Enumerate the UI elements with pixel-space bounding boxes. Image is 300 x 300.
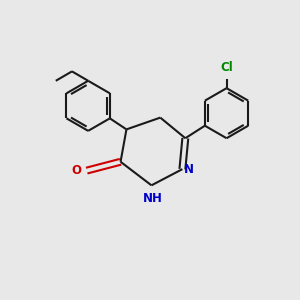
Text: Cl: Cl: [220, 61, 233, 74]
Text: N: N: [184, 163, 194, 176]
Text: NH: NH: [143, 192, 163, 205]
Text: O: O: [71, 164, 81, 177]
